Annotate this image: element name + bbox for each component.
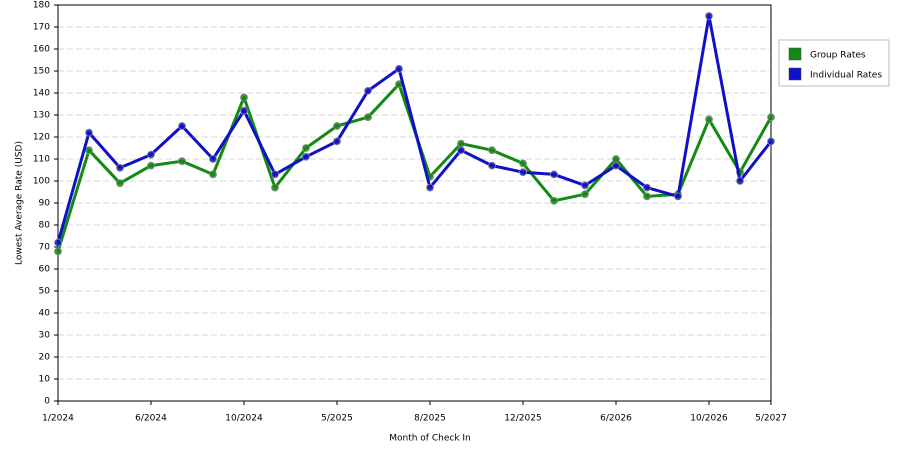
y-tick-label: 0 — [44, 397, 50, 407]
point — [736, 177, 744, 185]
y-tick-label: 170 — [33, 23, 50, 33]
point — [85, 146, 93, 155]
point — [178, 122, 186, 130]
x-tick-label: 12/2025 — [504, 414, 541, 424]
y-tick-label: 180 — [33, 1, 50, 11]
point — [302, 144, 310, 152]
point — [550, 170, 558, 179]
point — [457, 146, 465, 155]
x-tick-label: 10/2024 — [225, 414, 263, 424]
point — [116, 163, 124, 172]
point — [705, 12, 713, 20]
point — [519, 159, 527, 168]
x-tick-label: 8/2025 — [414, 414, 446, 424]
point — [240, 106, 248, 115]
x-tick-label: 6/2024 — [135, 414, 167, 424]
y-tick-label: 140 — [33, 89, 50, 99]
y-tick-label: 160 — [33, 45, 50, 55]
point — [674, 192, 682, 201]
y-tick-label: 110 — [33, 155, 50, 165]
legend-swatch — [788, 67, 802, 81]
point — [519, 168, 527, 177]
point — [364, 113, 372, 122]
point — [271, 170, 279, 179]
legend-label: Individual Rates — [810, 71, 882, 81]
y-tick-label: 30 — [39, 331, 51, 341]
point — [147, 150, 155, 159]
point — [767, 137, 775, 146]
point — [240, 93, 248, 102]
y-tick-label: 90 — [39, 199, 51, 209]
point — [488, 161, 496, 170]
point — [643, 192, 651, 201]
point — [488, 146, 496, 155]
y-tick-label: 130 — [33, 111, 50, 121]
y-tick-label: 120 — [33, 133, 50, 143]
legend-label: Group Rates — [810, 51, 866, 61]
point — [705, 115, 713, 124]
point — [302, 152, 310, 161]
point — [550, 196, 558, 205]
point — [643, 183, 651, 192]
x-tick-label: 10/2026 — [690, 414, 728, 424]
point — [271, 183, 279, 192]
y-tick-label: 20 — [39, 353, 51, 363]
x-tick-label: 5/2027 — [755, 414, 787, 424]
point — [333, 137, 341, 146]
y-tick-label: 100 — [33, 177, 50, 187]
y-tick-label: 10 — [39, 375, 51, 385]
point — [612, 161, 620, 170]
y-tick-label: 50 — [39, 287, 51, 297]
point — [612, 155, 620, 163]
point — [209, 170, 217, 179]
point — [116, 179, 124, 188]
point — [767, 113, 775, 122]
y-axis-label: Lowest Average Rate (USD) — [15, 141, 25, 265]
y-tick-label: 60 — [39, 265, 51, 275]
y-tick-label: 70 — [39, 243, 51, 253]
point — [457, 139, 465, 148]
y-tick-label: 80 — [39, 221, 51, 231]
point — [178, 157, 186, 166]
point — [426, 183, 434, 192]
point — [147, 161, 155, 170]
point — [54, 238, 62, 247]
point — [54, 247, 62, 256]
y-tick-label: 40 — [39, 309, 51, 319]
plot-frame — [57, 4, 772, 402]
series-line — [56, 14, 773, 244]
x-tick-label: 6/2026 — [600, 414, 632, 424]
series-line — [56, 82, 773, 252]
point — [333, 122, 341, 130]
x-tick-label: 5/2025 — [321, 414, 353, 424]
point — [581, 190, 589, 199]
x-tick-label: 1/2024 — [42, 414, 74, 424]
point — [581, 181, 589, 190]
point — [395, 64, 403, 73]
point — [364, 86, 372, 95]
y-tick-label: 150 — [33, 67, 50, 77]
point — [85, 128, 93, 137]
legend-swatch — [788, 47, 802, 61]
point — [209, 155, 217, 163]
x-axis-label: Month of Check In — [389, 434, 471, 444]
